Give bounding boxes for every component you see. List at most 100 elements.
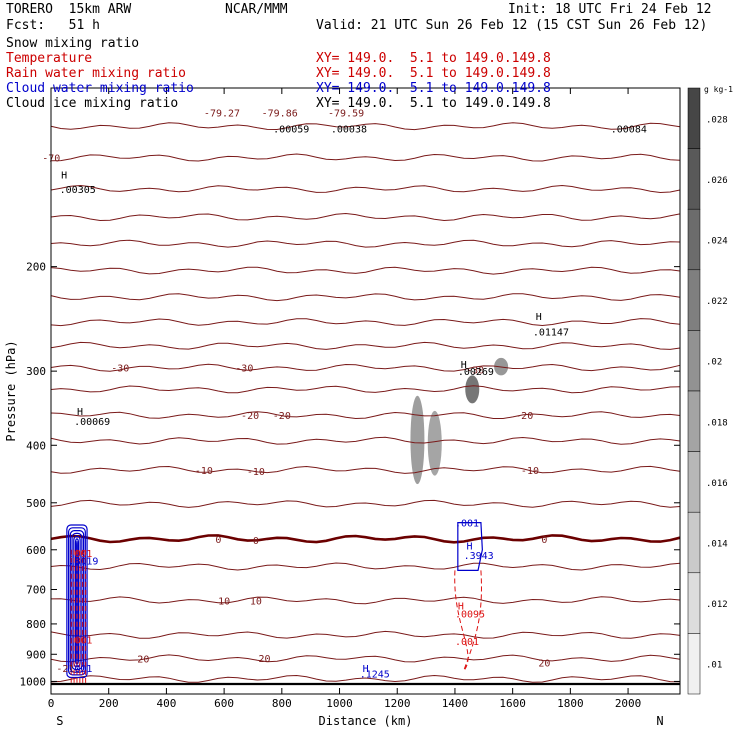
extremum-label: H — [77, 407, 83, 418]
isotherm--75 — [50, 122, 681, 131]
endpoint-south: S — [56, 714, 63, 728]
snow-blob-1 — [427, 410, 442, 476]
isotherm-label: -10 — [521, 466, 539, 477]
isotherm-label: -30 — [235, 364, 253, 375]
isotherm-label: -10 — [247, 467, 265, 478]
colorbar-segment — [687, 269, 701, 331]
colorbar-segment — [687, 451, 701, 513]
isotherm-label: -20 — [241, 411, 259, 422]
y-tick-label: 1000 — [20, 675, 47, 688]
y-tick-label: 800 — [26, 618, 46, 631]
isotherm--60 — [50, 212, 681, 222]
colorbar-tick-label: .028 — [706, 115, 728, 125]
field-cloudwater-name: Cloud water mixing ratio — [6, 81, 194, 96]
field-rain-name: Rain water mixing ratio — [6, 66, 187, 81]
isotherm-0 — [50, 534, 681, 544]
field-cloudice-xy: XY= 149.0. 5.1 to 149.0.149.8 — [316, 96, 551, 111]
x-tick-label: 800 — [272, 697, 292, 710]
isotherm-label: -21 — [56, 664, 74, 675]
isotherm-label: 20 — [258, 654, 270, 665]
extremum-label: H — [363, 664, 369, 675]
isotherm--40 — [50, 318, 681, 327]
extremum-label: H — [536, 312, 542, 323]
colorbar-tick-label: .022 — [706, 297, 728, 307]
isotherm-25 — [50, 674, 681, 683]
isotherm-label: 0 — [253, 536, 259, 547]
colorbar-tick-label: .014 — [706, 540, 728, 550]
extremum-label: .00269 — [458, 367, 494, 378]
isotherm--5 — [50, 499, 681, 508]
x-tick-label: 1400 — [442, 697, 469, 710]
header-fcst: Fcst: 51 h — [6, 18, 100, 33]
isotherm-15 — [50, 630, 681, 639]
isotherm--20 — [50, 411, 681, 420]
extremum-label: .001 — [68, 549, 92, 560]
extremum-label: .00038 — [331, 124, 367, 135]
field-temp-xy: XY= 149.0. 5.1 to 149.0.149.8 — [316, 51, 551, 66]
extremum-label: .001 — [455, 637, 479, 648]
colorbar-segment — [687, 148, 701, 210]
y-tick-label: 500 — [26, 497, 46, 510]
colorbar-segment — [687, 511, 701, 574]
isotherm-label: 10 — [218, 596, 230, 607]
field-snow-name: Snow mixing ratio — [6, 36, 140, 51]
header-init: Init: 18 UTC Fri 24 Feb 12 — [508, 2, 712, 17]
x-tick-label: 1600 — [499, 697, 526, 710]
isotherm-5 — [50, 562, 681, 571]
isotherm--55 — [50, 239, 681, 248]
extremum-label: .8019 — [68, 556, 98, 567]
x-tick-label: 400 — [156, 697, 176, 710]
extremum-label: .00069 — [74, 417, 110, 428]
snow-blob-0 — [410, 395, 425, 485]
plot-frame — [50, 87, 681, 695]
y-tick-label: 600 — [26, 544, 46, 557]
y-tick-label: 200 — [26, 261, 46, 274]
colorbar-segment — [687, 633, 701, 695]
cloud-water-contour-mid — [457, 522, 483, 572]
extremum-label: -79.59 — [328, 109, 364, 120]
extremum-label: .001 — [68, 636, 92, 647]
extremum-label: H — [458, 602, 464, 613]
colorbar: .028 .026 .024 .022 .02 .018 .016 .014 .012 .01 g … — [687, 85, 733, 695]
colorbar-segment — [687, 390, 701, 452]
x-tick-label: 1000 — [326, 697, 353, 710]
header-center: NCAR/MMM — [225, 2, 288, 17]
isotherm-label: 0 — [541, 535, 547, 546]
extremum-label: .001 — [455, 519, 479, 530]
cloud-water-contour-3 — [71, 532, 83, 671]
x-tick-label: 200 — [99, 697, 119, 710]
x-tick-label: 0 — [48, 697, 55, 710]
x-tick-label: 1200 — [384, 697, 411, 710]
isotherm--15 — [50, 436, 681, 445]
snow-blob-2 — [465, 375, 480, 404]
field-cloudice-name: Cloud ice mixing ratio — [6, 96, 179, 111]
cloud-water-contour-0 — [66, 524, 88, 679]
extremum-label: .00059 — [273, 124, 309, 135]
extremum-label: -79.27 — [204, 109, 240, 120]
temperature-contours — [50, 122, 681, 683]
isotherm--50 — [50, 266, 681, 275]
isotherm--70 — [50, 153, 681, 162]
extremum-label: .3943 — [464, 551, 494, 562]
isotherm--45 — [50, 293, 681, 302]
x-tick-label: 2000 — [615, 697, 642, 710]
isotherm--10 — [50, 465, 681, 474]
colorbar-tick-label: .016 — [706, 479, 728, 489]
isotherm--65 — [50, 184, 681, 194]
y-tick-label: 300 — [26, 365, 46, 378]
isotherm-label: -30 — [111, 364, 129, 375]
rain-contour-mid — [454, 570, 482, 672]
x-axis-label: Distance (km) — [319, 714, 413, 728]
isotherm--25 — [50, 385, 681, 394]
extremum-label: .00084 — [611, 124, 647, 135]
isotherm--30 — [50, 363, 681, 372]
y-axis-label: Pressure (hPa) — [4, 340, 18, 441]
isotherm-label: -10 — [195, 466, 213, 477]
isotherm-label: -20 — [515, 411, 533, 422]
y-tick-label: 700 — [26, 584, 46, 597]
isotherm-label: -20 — [273, 411, 291, 422]
colorbar-segment — [687, 330, 701, 392]
extremum-label: H — [461, 360, 467, 371]
